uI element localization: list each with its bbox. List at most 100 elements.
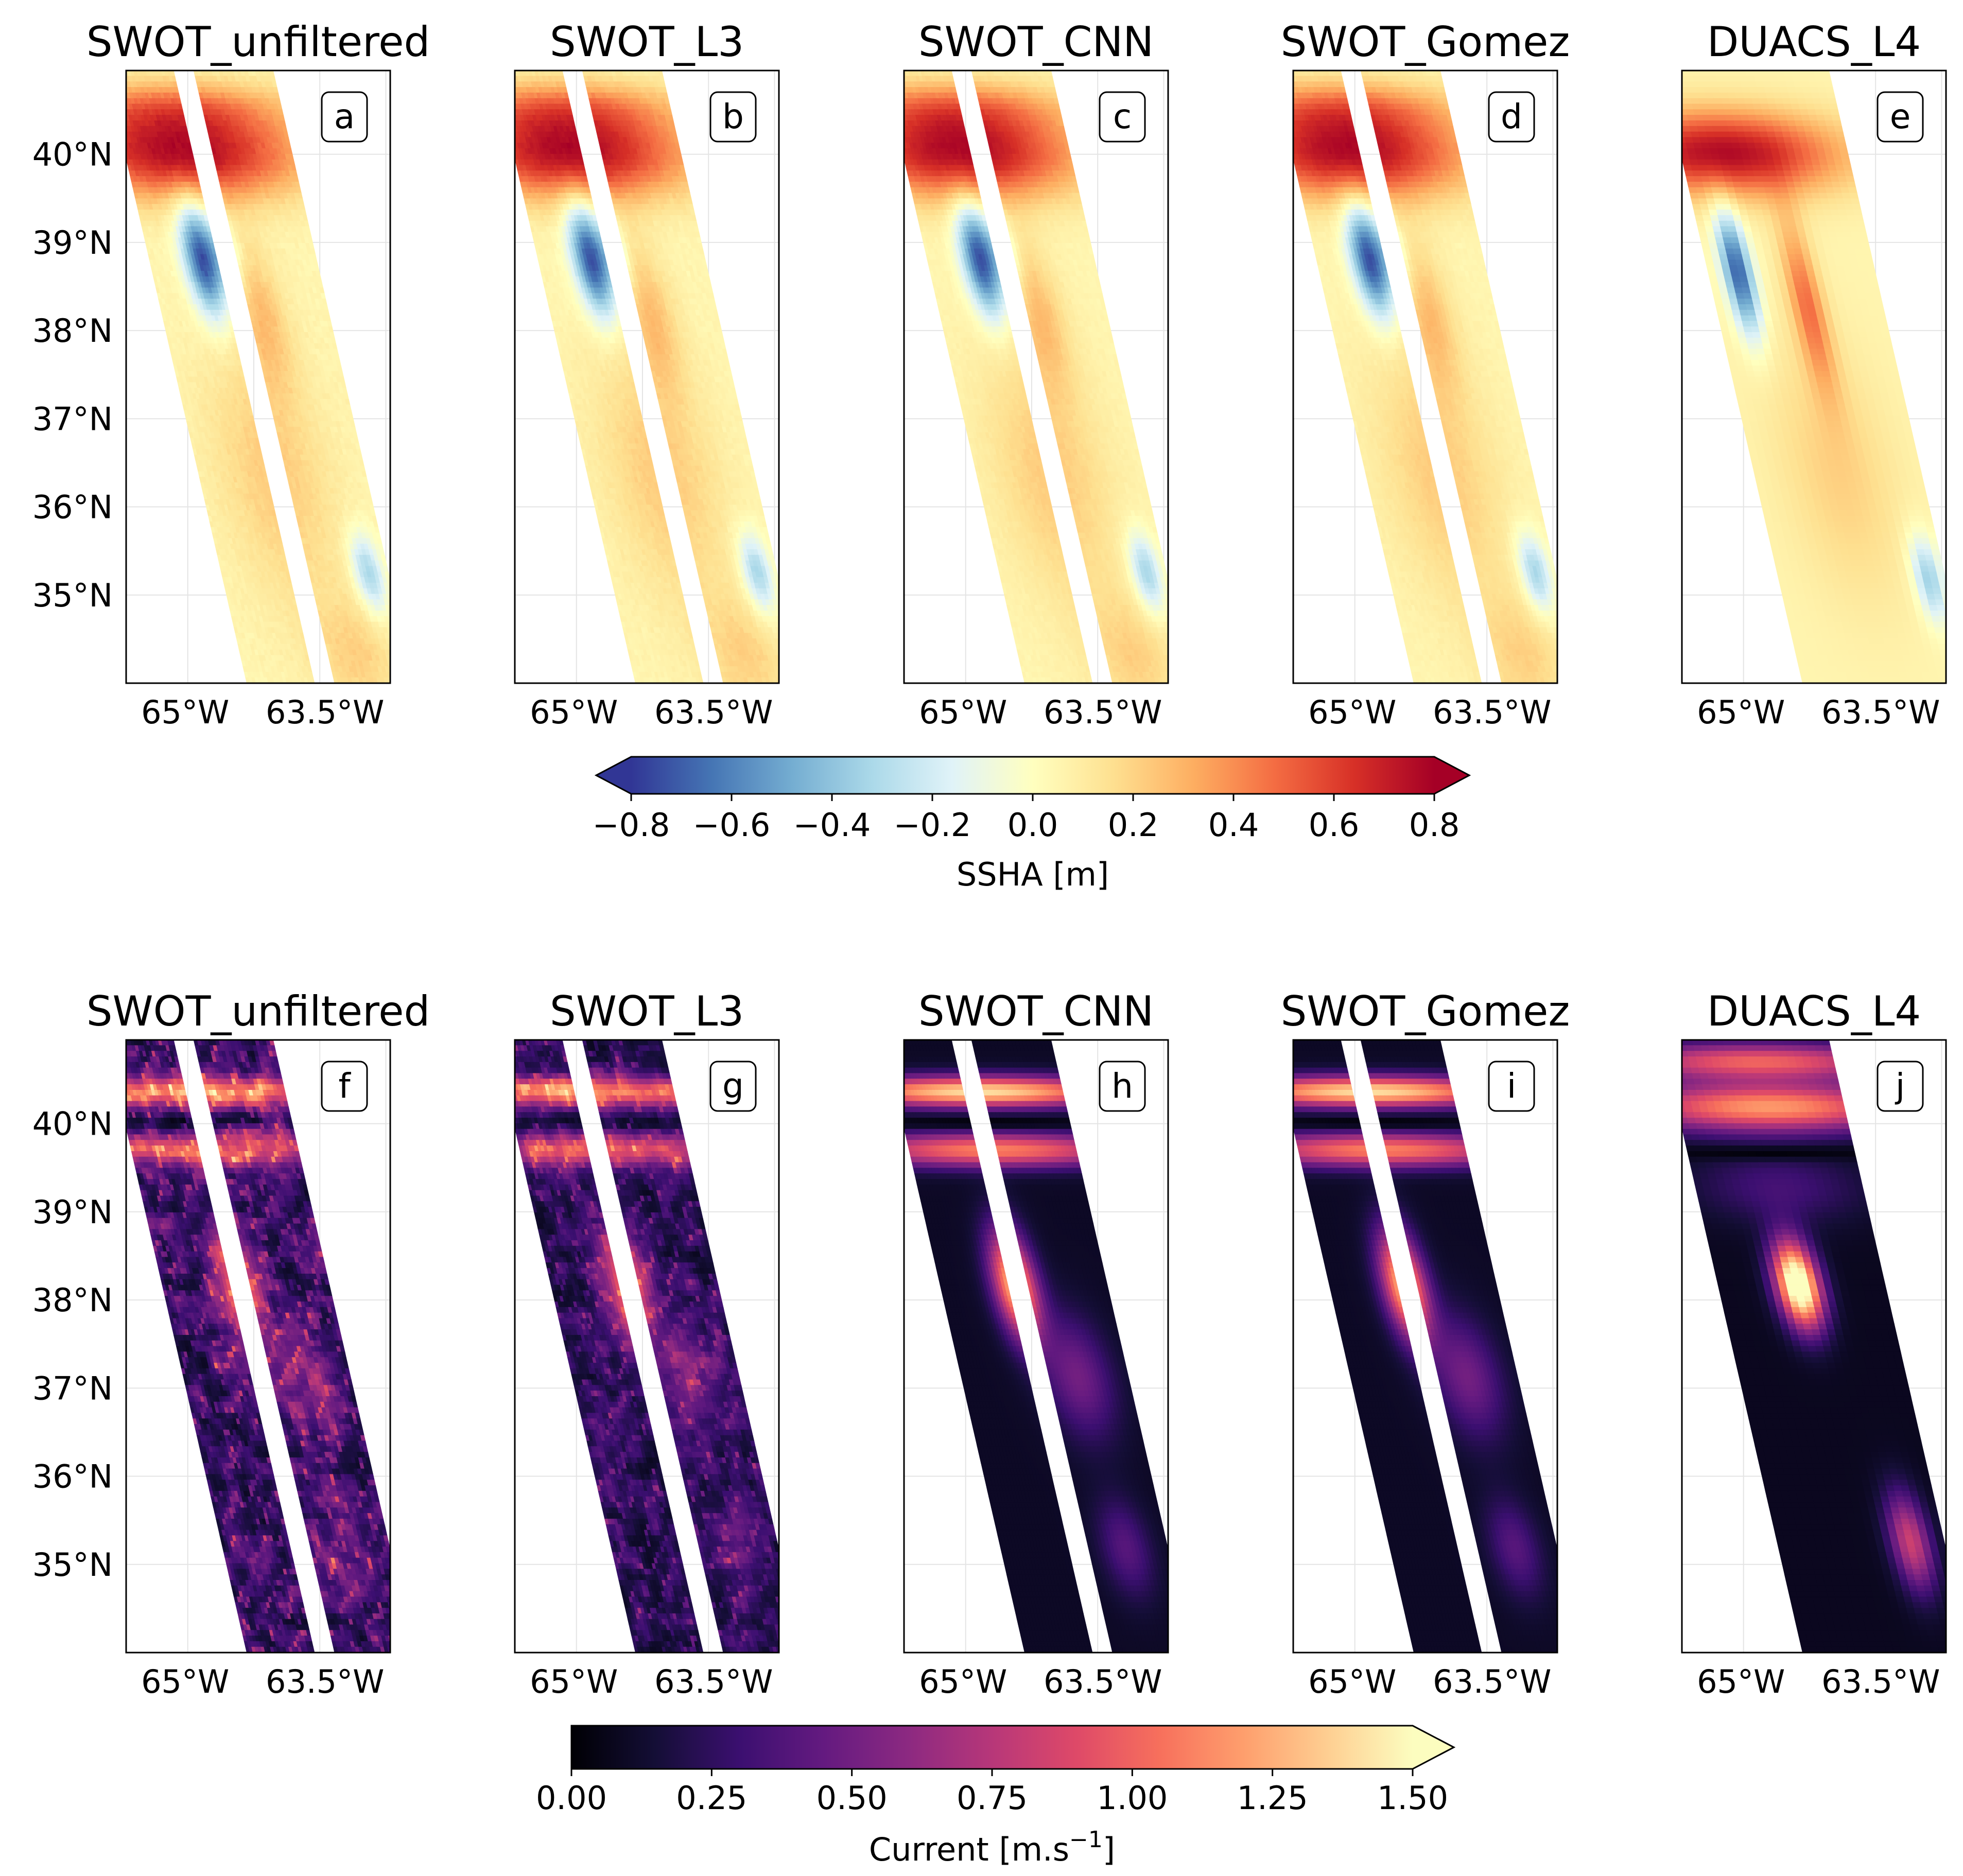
- swath-cell: [109, 82, 113, 88]
- swath-cell: [114, 104, 118, 110]
- lat-tick-label: 39°N: [32, 224, 113, 262]
- swath-cell: [113, 76, 118, 82]
- swath-cell: [115, 98, 120, 104]
- lon-tick-label: 63.5°W: [266, 693, 384, 731]
- swath-cell: [391, 678, 396, 683]
- swath-cell: [391, 644, 396, 650]
- swath-cell: [402, 678, 407, 683]
- lat-tick-label: 35°N: [32, 577, 113, 614]
- swath-cell: [396, 639, 402, 645]
- swath-cell: [399, 650, 404, 655]
- swath-cell: [399, 633, 404, 639]
- swath-cell: [121, 82, 125, 88]
- swath-cell: [398, 678, 404, 683]
- swath-cell: [118, 82, 123, 88]
- swath-cell: [118, 110, 122, 115]
- swath-field: [106, 71, 413, 683]
- swath-cell: [110, 88, 114, 93]
- swath-cell: [119, 76, 124, 82]
- swath-cell: [118, 98, 123, 104]
- swath-cell: [121, 71, 126, 76]
- swath-cell: [119, 126, 124, 132]
- lat-tick-label: 37°N: [32, 400, 113, 438]
- swath-cell: [118, 71, 123, 76]
- swath-cell: [394, 611, 399, 616]
- swath-cell: [503, 82, 508, 88]
- swath-cell: [111, 93, 116, 98]
- swath-cell: [510, 71, 514, 76]
- swath-cell: [504, 71, 509, 76]
- swath-cell: [117, 120, 121, 126]
- swath-cell: [402, 661, 407, 667]
- swath-cell: [112, 71, 117, 76]
- swath-cell: [112, 98, 117, 104]
- swath-cell: [120, 120, 125, 126]
- swath-cell: [393, 655, 398, 661]
- swath-cell: [501, 71, 506, 76]
- swath-cell: [508, 76, 513, 82]
- swath-cell: [391, 600, 396, 605]
- swath-cell: [502, 76, 507, 82]
- swath-cell: [392, 667, 397, 672]
- swath-cell: [392, 650, 397, 655]
- swath-cell: [496, 76, 500, 82]
- swath-cell: [396, 622, 402, 628]
- swath-field: [495, 71, 779, 683]
- swath-cell: [120, 93, 125, 98]
- swath-cell: [115, 71, 120, 76]
- swath-cell: [113, 88, 117, 93]
- swath-cell: [395, 650, 401, 655]
- swath-cell: [117, 93, 121, 98]
- swath-cell: [391, 616, 396, 622]
- swath-cell: [406, 678, 411, 683]
- swath-cell: [115, 82, 119, 88]
- swath-cell: [121, 137, 126, 143]
- swath-cell: [401, 655, 406, 661]
- swath-cell: [402, 644, 407, 650]
- lon-tick-label: 65°W: [141, 693, 229, 731]
- swath-cell: [497, 82, 502, 88]
- swath-cell: [119, 115, 124, 121]
- swath-cell: [126, 104, 127, 105]
- swath-cell: [120, 104, 124, 110]
- swath-cell: [116, 88, 120, 93]
- swath-cell: [397, 672, 402, 678]
- swath-cell: [401, 672, 406, 678]
- swath-cell: [396, 667, 401, 672]
- swath-cell: [394, 628, 399, 633]
- swath-cell: [398, 661, 403, 667]
- swath-cell: [507, 71, 512, 76]
- swath-cell: [116, 76, 121, 82]
- lat-tick-label: 38°N: [32, 312, 113, 350]
- swath-cell: [106, 71, 110, 76]
- swath-cell: [393, 622, 398, 628]
- swath-cell: [495, 71, 499, 76]
- swath-cell: [398, 644, 403, 650]
- swath-cell: [395, 616, 400, 622]
- swath-cell: [392, 633, 397, 639]
- swath-cell: [403, 667, 408, 672]
- swath-cell: [112, 82, 116, 88]
- panel-letter: a: [334, 97, 355, 136]
- swath-cell: [121, 110, 126, 115]
- swath-cell: [397, 628, 403, 633]
- swath-cell: [392, 605, 397, 611]
- swath-cell: [115, 110, 119, 115]
- swath-cell: [395, 678, 400, 683]
- swath-cell: [393, 639, 398, 645]
- map-panel-a: SWOT_unfiltereda40°N39°N38°N37°N36°N35°N…: [32, 18, 430, 731]
- swath-cell: [505, 76, 510, 82]
- swath-cell: [394, 644, 399, 650]
- swath-cell: [498, 71, 502, 76]
- swath-cell: [510, 82, 514, 88]
- swath-cell: [116, 115, 120, 121]
- swath-cell: [391, 661, 396, 667]
- swath-cell: [405, 661, 410, 667]
- swath-cell: [400, 639, 405, 645]
- swath-cell: [395, 633, 401, 639]
- swath-cell: [404, 672, 409, 678]
- swath-cell: [408, 672, 413, 678]
- swath-cell: [499, 76, 503, 82]
